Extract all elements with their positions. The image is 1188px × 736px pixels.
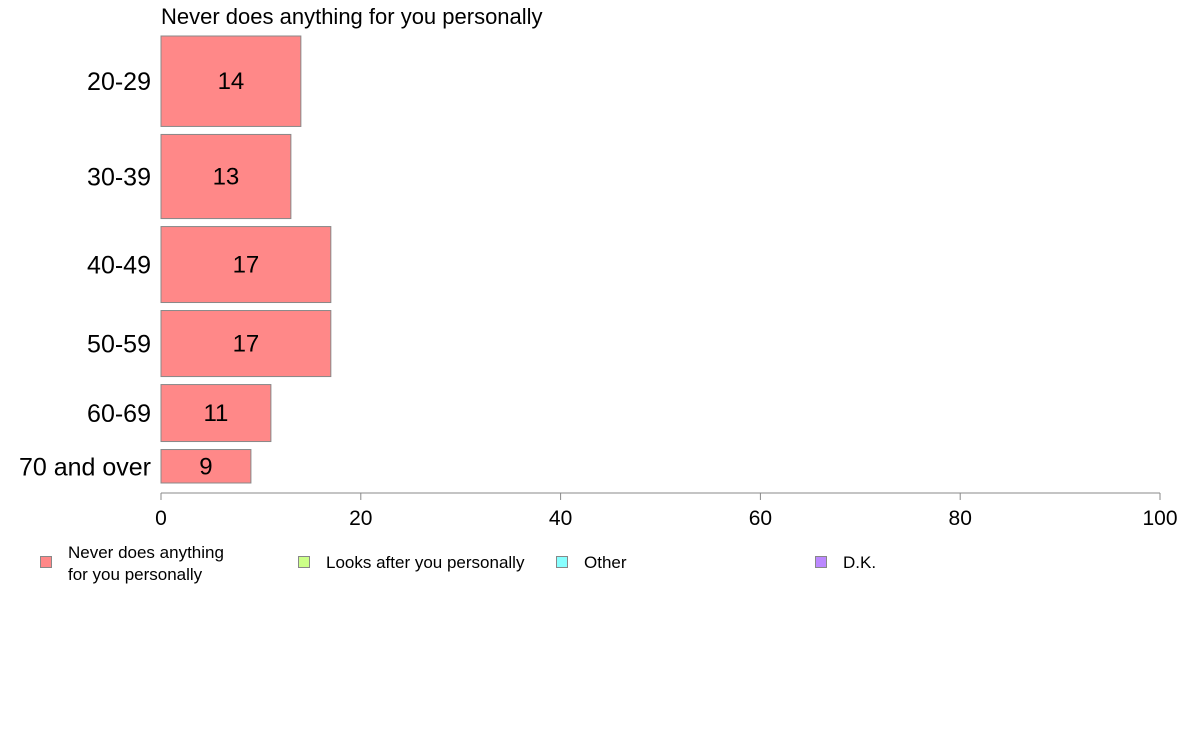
category-label: 20-29	[87, 68, 151, 96]
bar-70-and-over	[160, 449, 252, 484]
legend-item-looks-after: Looks after you personally	[298, 542, 524, 574]
bar-value-label: 14	[218, 68, 245, 95]
legend-label-dk: D.K.	[843, 553, 877, 572]
legend: Never does anything for you personally L…	[0, 542, 1188, 592]
bar-chart: Never does anything for you personally 1…	[19, 4, 1178, 530]
chart-title: Never does anything for you personally	[161, 4, 543, 29]
x-tick-label: 100	[1142, 507, 1177, 530]
bar-value-label: 11	[203, 400, 228, 427]
bar-50-59	[160, 310, 332, 378]
legend-swatch-never	[40, 556, 52, 568]
category-label: 50-59	[87, 331, 151, 359]
category-label: 60-69	[87, 400, 151, 428]
category-label: 70 and over	[19, 453, 151, 481]
bar-40-49	[160, 226, 332, 304]
legend-swatch-looks-after	[298, 556, 310, 568]
x-tick-label: 40	[549, 507, 572, 530]
legend-swatch-other	[556, 556, 568, 568]
legend-item-never: Never does anything for you personally	[40, 542, 224, 586]
bars-group: 14 20-29 13 30-39 17 40-49 17 50-59 11 60-69 9 70 a…	[19, 35, 332, 484]
x-tick-label: 60	[749, 507, 772, 530]
bar-60-69	[160, 384, 272, 443]
x-tick-label: 80	[949, 507, 972, 530]
bar-value-label: 13	[213, 164, 240, 191]
legend-item-dk: D.K.	[815, 542, 876, 574]
legend-swatch-dk	[815, 556, 827, 568]
legend-label-other: Other	[584, 553, 627, 572]
bar-20-29	[160, 35, 302, 127]
legend-label-looks-after: Looks after you personally	[326, 553, 525, 572]
category-label: 40-49	[87, 252, 151, 280]
category-label: 30-39	[87, 164, 151, 192]
legend-label-never: Never does anything for you personally	[68, 543, 224, 584]
x-tick-label: 0	[155, 507, 167, 530]
bar-30-39	[160, 133, 292, 220]
bar-value-label: 17	[233, 252, 260, 279]
legend-item-other: Other	[556, 542, 627, 574]
x-tick-label: 20	[349, 507, 372, 530]
bar-value-label: 17	[233, 331, 260, 358]
bar-value-label: 9	[199, 453, 212, 480]
x-axis: 0 20 40 60 80 100	[155, 492, 1178, 530]
